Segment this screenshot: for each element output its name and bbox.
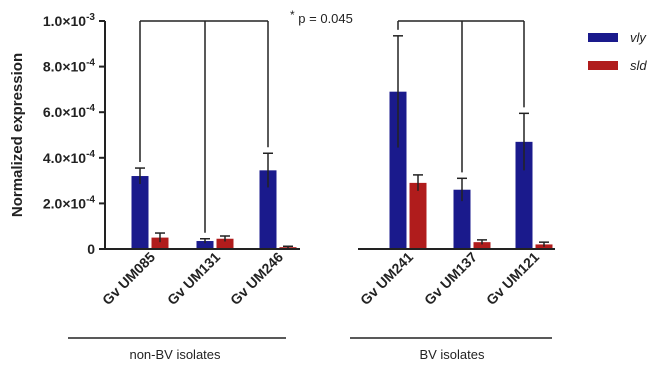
category-labels: Gv UM085 Gv UM131 Gv UM246 Gv UM241 Gv UM137… xyxy=(99,249,542,308)
group-labels: non-BV isolates BV isolates xyxy=(68,337,552,362)
y-axis-title: Normalized expression xyxy=(9,53,26,217)
legend-label-sld: sld xyxy=(630,58,647,73)
category-label-4: Gv UM137 xyxy=(421,249,480,308)
bar-vly-1 xyxy=(196,241,214,249)
bar-vly-0 xyxy=(131,176,149,249)
bar-sld-1 xyxy=(216,238,234,249)
axis-layer xyxy=(104,21,555,250)
bar-sld-0 xyxy=(151,237,169,249)
bar-sld-4 xyxy=(473,242,491,249)
bar-vly-5 xyxy=(515,141,533,249)
significance-brackets xyxy=(139,20,525,233)
y-tick-label-4: 8.0×10-4 xyxy=(43,58,96,75)
category-label-0: Gv UM085 xyxy=(99,249,158,308)
y-ticks: 0 2.0×10-4 4.0×10-4 6.0×10-4 8.0×10-4 1.0×10-… xyxy=(43,12,105,257)
legend-label-vly: vly xyxy=(630,30,647,45)
p-value-text: p = 0.045 xyxy=(298,11,353,26)
bar-sld-3 xyxy=(409,182,427,249)
group-label-1: BV isolates xyxy=(419,347,485,362)
category-label-3: Gv UM241 xyxy=(357,249,416,308)
bar-vly-2 xyxy=(259,170,277,249)
category-label-1: Gv UM131 xyxy=(164,249,223,308)
p-value-annotation: * p = 0.045 xyxy=(290,7,353,26)
y-tick-label-3: 6.0×10-4 xyxy=(43,103,96,120)
y-tick-label-5: 1.0×10-3 xyxy=(43,12,96,29)
category-label-2: Gv UM246 xyxy=(227,249,286,308)
bars-layer xyxy=(131,35,553,250)
bar-vly-4 xyxy=(453,189,471,249)
y-tick-label-2: 4.0×10-4 xyxy=(43,149,96,166)
p-value-star: * xyxy=(290,8,295,22)
y-tick-label-0: 0 xyxy=(87,241,95,257)
category-label-5: Gv UM121 xyxy=(483,249,542,308)
y-tick-label-1: 2.0×10-4 xyxy=(43,194,96,211)
bar-vly-3 xyxy=(389,91,407,250)
legend-swatch-vly xyxy=(588,33,618,42)
legend-swatch-sld xyxy=(588,61,618,70)
group-label-0: non-BV isolates xyxy=(129,347,221,362)
legend: vly sld xyxy=(588,30,647,73)
